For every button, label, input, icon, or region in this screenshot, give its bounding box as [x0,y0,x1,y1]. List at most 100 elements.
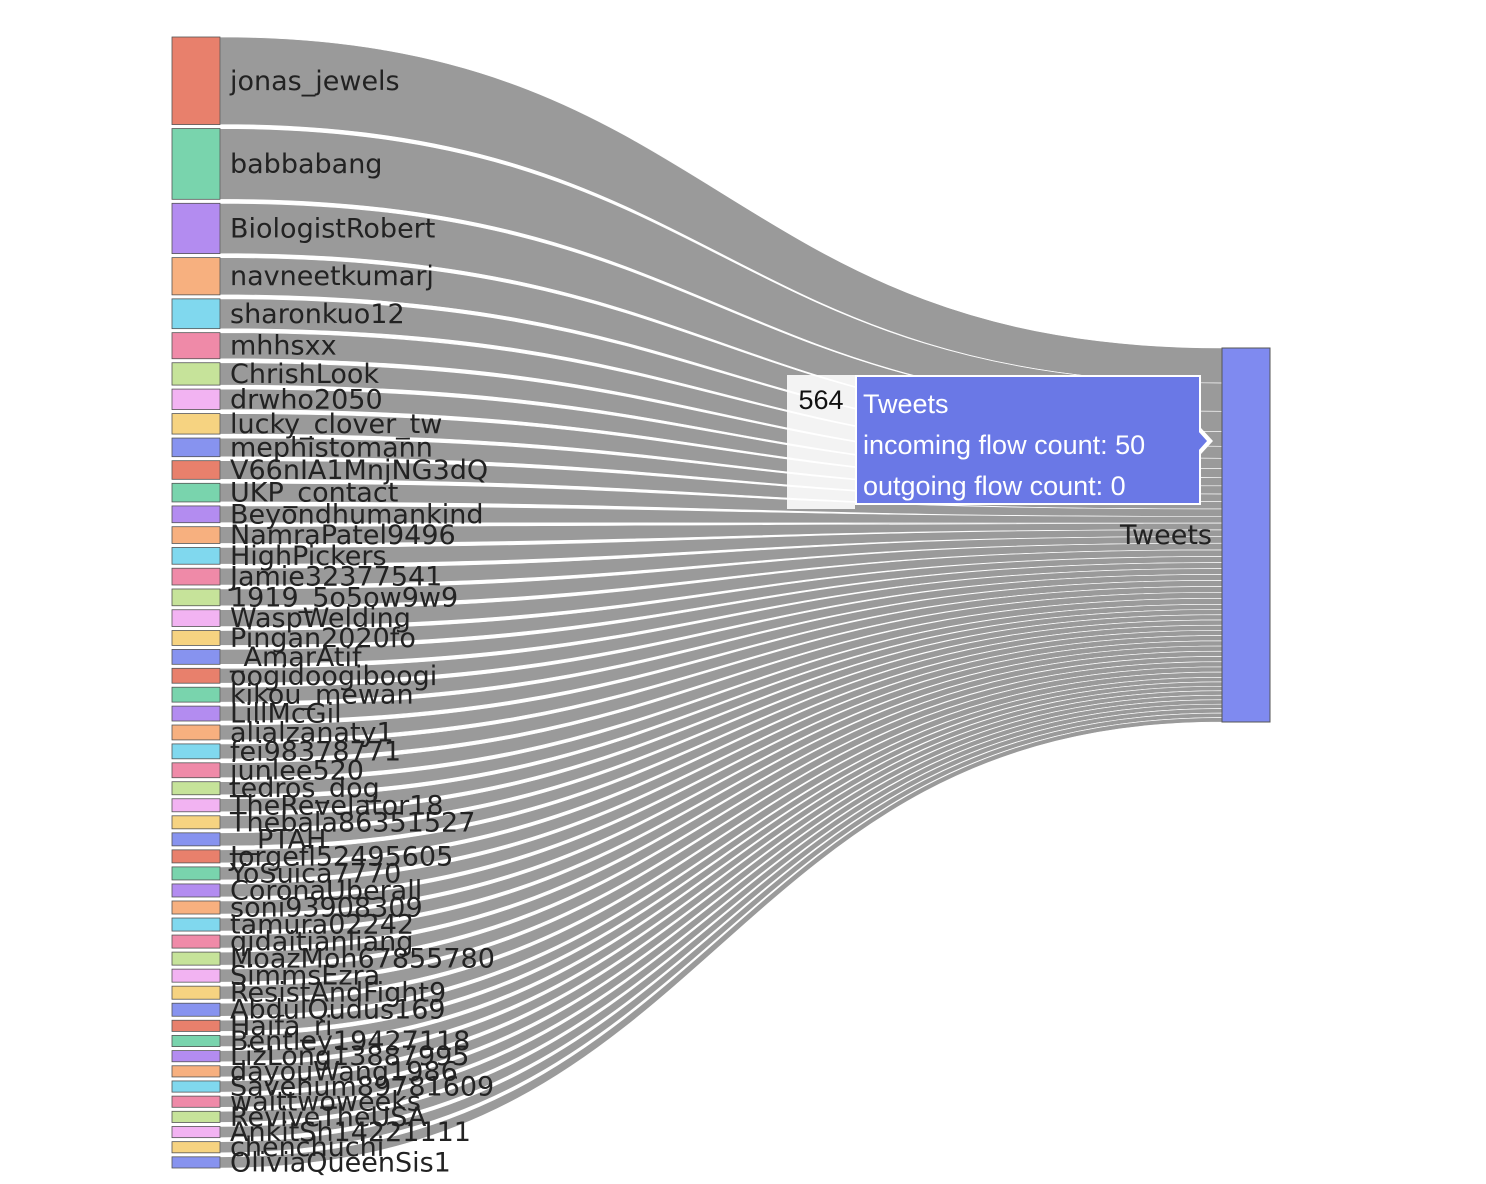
target-node-group: Tweets [1119,347,1271,723]
source-node-drwho2050[interactable] [171,388,221,410]
source-node-sharonkuo12[interactable] [171,298,221,330]
source-node-NamraPatel9496[interactable] [171,526,221,544]
source-node-LillMcGil[interactable] [171,705,221,722]
source-label-Savehum89781609: Savehum89781609 [230,1072,494,1103]
source-label-_AmarAtif: _AmarAtif [229,642,363,673]
source-node-1919_5o5ow9w9[interactable] [171,588,221,607]
source-node-mhhsxx[interactable] [171,332,221,360]
source-node-Jamie32377541[interactable] [171,567,221,586]
source-node-soni93908309[interactable] [171,900,221,915]
source-label-YoSuica7770: YoSuica7770 [229,858,401,889]
source-node-CoronaUberall[interactable] [171,883,221,898]
source-label-Bentley19427118: Bentley19427118 [230,1026,470,1057]
source-label-jonas_jewels: jonas_jewels [229,66,400,97]
source-node-Bentley19427118[interactable] [171,1035,221,1047]
source-node-LizLong13887995[interactable] [171,1050,221,1063]
source-label-tamura02242: tamura02242 [230,910,414,941]
source-label-TheRevelator18: TheRevelator18 [229,790,444,821]
source-label-OliviaQueenSis1: OliviaQueenSis1 [230,1147,451,1178]
source-node-tamura02242[interactable] [171,917,221,932]
source-label-Thebala86351527: Thebala86351527 [229,807,475,838]
source-node-WaspWelding[interactable] [171,609,221,627]
source-label-V66nIA1MnjNG3dQ: V66nIA1MnjNG3dQ [230,455,488,486]
tooltip-value: 564 [787,375,855,509]
source-label-LizLong13887995: LizLong13887995 [230,1041,469,1072]
source-node-jonas_jewels[interactable] [171,36,221,125]
source-node-ResistAndFight9[interactable] [171,985,221,1000]
source-label-Pingan2020fo: Pingan2020fo [230,623,416,654]
source-label-drwho2050: drwho2050 [230,384,383,415]
source-label-junlee520: junlee520 [229,755,364,786]
source-node-OliviaQueenSis1[interactable] [171,1156,221,1169]
source-label-kikou_mewan: kikou_mewan [230,680,414,711]
source-label-soni93908309: soni93908309 [230,893,423,924]
source-node-SimmsEzra[interactable] [171,968,221,983]
source-node-mephistomann[interactable] [171,437,221,458]
source-node-YoSuica7770[interactable] [171,866,221,881]
source-node-AbdulQudus169[interactable] [171,1002,221,1017]
source-label-chenchuchi: chenchuchi [230,1132,384,1163]
source-node-junlee520[interactable] [171,762,221,779]
source-label-oogidoogiboogi: oogidoogiboogi [230,661,437,692]
source-node-chenchuchi[interactable] [171,1141,221,1154]
source-node-lucky_clover_tw[interactable] [171,413,221,435]
source-node-V66nIA1MnjNG3dQ[interactable] [171,460,221,480]
source-node-Savehum89781609[interactable] [171,1080,221,1093]
source-label-__PTAH: __PTAH [229,824,326,855]
source-node-dayouWang1986[interactable] [171,1065,221,1078]
source-node-AnkitSh14221111[interactable] [171,1126,221,1139]
source-node-MoazMoh67855780[interactable] [171,951,221,966]
source-label-Haifa_ri: Haifa_ri [230,1011,333,1042]
source-node-Beyondhumankind[interactable] [171,505,221,524]
source-label-fei98378771: fei98378771 [230,736,401,767]
source-label-qidaitianliang: qidaitianliang [230,927,413,958]
source-label-NamraPatel9496: NamraPatel9496 [230,520,456,551]
tooltip-outgoing: outgoing flow count: 0 [863,471,1126,501]
target-label: Tweets [1119,520,1212,551]
source-label-HighPickers: HighPickers [230,541,387,572]
source-node-_AmarAtif[interactable] [171,649,221,665]
source-node-Jorgefl52495605[interactable] [171,849,221,864]
source-node-Pingan2020fo[interactable] [171,630,221,646]
source-node-navneetkumarj[interactable] [171,257,221,296]
source-node-__PTAH[interactable] [171,832,221,847]
source-node-Thebala86351527[interactable] [171,815,221,830]
source-label-dayouWang1986: dayouWang1986 [230,1056,458,1087]
source-label-sharonkuo12: sharonkuo12 [230,299,405,330]
source-label-1919_5o5ow9w9: 1919_5o5ow9w9 [230,582,458,613]
source-nodes: jonas_jewels babbabang BiologistRobert navn… [171,36,495,1178]
source-label-alialzanaty1: alialzanaty1 [230,717,394,748]
target-node-tweets[interactable] [1221,347,1271,723]
source-label-CoronaUberall: CoronaUberall [230,875,422,906]
source-label-MoazMoh67855780: MoazMoh67855780 [230,944,495,975]
source-node-Haifa_ri[interactable] [171,1019,221,1032]
source-label-AnkitSh14221111: AnkitSh14221111 [230,1117,471,1148]
source-node-babbabang[interactable] [171,128,221,200]
source-node-HighPickers[interactable] [171,547,221,565]
link-OliviaQueenSis1[interactable] [219,717,1223,1169]
source-label-lucky_clover_tw: lucky_clover_tw [230,409,442,440]
source-label-Jorgefl52495605: Jorgefl52495605 [228,841,453,872]
source-label-ReviveTheUSA: ReviveTheUSA [230,1102,427,1133]
source-node-qidaitianliang[interactable] [171,934,221,949]
source-node-BiologistRobert[interactable] [171,202,221,255]
source-node-alialzanaty1[interactable] [171,724,221,741]
source-label-navneetkumarj: navneetkumarj [230,261,434,292]
source-label-ChrishLook: ChrishLook [230,359,379,390]
source-node-kikou_mewan[interactable] [171,686,221,703]
source-node-oogidoogiboogi[interactable] [171,667,221,684]
source-node-fei98378771[interactable] [171,743,221,760]
source-node-waittwoweeks[interactable] [171,1095,221,1108]
source-node-TheRevelator18[interactable] [171,798,221,813]
tooltip-arrow-fill [1198,431,1207,451]
source-label-AbdulQudus169: AbdulQudus169 [230,995,446,1026]
source-label-WaspWelding: WaspWelding [230,603,411,634]
source-label-waittwoweeks: waittwoweeks [230,1087,421,1118]
source-label-SimmsEzra: SimmsEzra [230,961,380,992]
source-node-ReviveTheUSA[interactable] [171,1110,221,1123]
tooltip-title: Tweets [863,389,949,419]
source-node-UKP_contact[interactable] [171,482,221,503]
source-node-tedros_dog[interactable] [171,781,221,796]
source-node-ChrishLook[interactable] [171,362,221,386]
